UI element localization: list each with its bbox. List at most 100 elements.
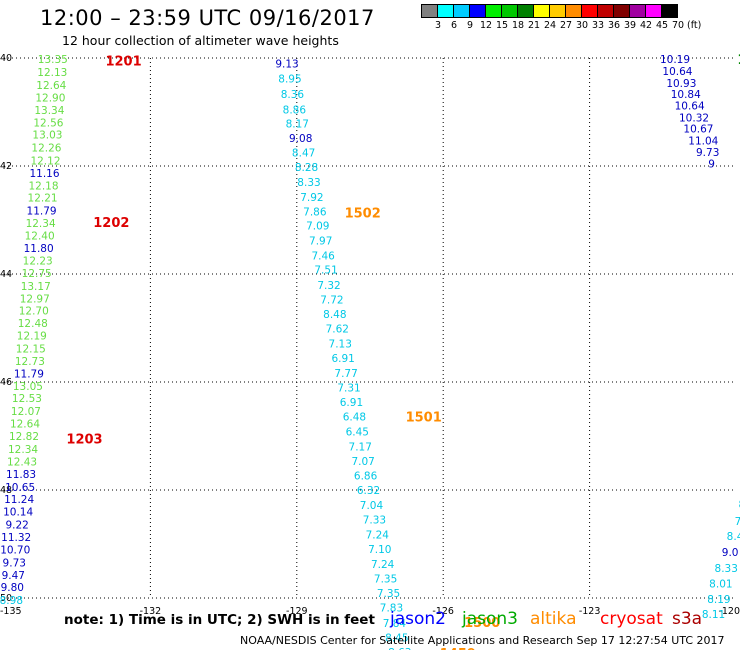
legend-item-jason3: jason3 <box>462 609 518 629</box>
wave-height-value: 8.17 <box>286 118 309 130</box>
wave-height-value: 12.43 <box>7 456 37 468</box>
wave-height-value: 10.19 <box>660 54 690 66</box>
wave-height-value: 8.95 <box>278 74 301 86</box>
colorbar-label: 18 <box>511 20 525 31</box>
wave-height-value: 11.16 <box>29 168 59 180</box>
wave-height-value: 6.32 <box>357 485 380 497</box>
wave-height-value: 12.73 <box>15 356 45 368</box>
wave-height-value: 7.13 <box>329 339 352 351</box>
wave-height-value: 7.35 <box>377 588 400 600</box>
wave-height-value: 8.47 <box>292 148 315 160</box>
wave-height-points: 13.3512.1312.6412.9013.3412.5613.0312.26… <box>0 54 740 650</box>
wave-height-value: 7.09 <box>306 220 329 232</box>
colorbar-label: 39 <box>623 20 637 31</box>
colorbar-labels: (ft) 3 6 9 12 15 18 21 24 27 30 33 36 39 42 45 70 <box>421 18 701 32</box>
colorbar-label: 9 <box>466 20 474 31</box>
legend-item-cryosat: cryosat <box>600 609 663 629</box>
wave-height-value: 12.15 <box>16 344 46 356</box>
wave-height-value: 10.67 <box>683 124 713 136</box>
wave-height-value: 12.07 <box>11 406 41 418</box>
colorbar-label: 21 <box>527 20 541 31</box>
wave-height-value: 7.07 <box>351 456 374 468</box>
time-label: 1501 <box>406 411 442 426</box>
colorbar: (ft) 3 6 9 12 15 18 21 24 27 30 33 36 39 42 45 70 <box>421 4 701 32</box>
y-tick-label: 40 <box>0 53 12 64</box>
colorbar-label: 3 <box>434 20 442 31</box>
wave-height-value: 12.21 <box>28 192 58 204</box>
wave-height-value: 6.86 <box>354 470 378 482</box>
wave-height-value: 10.64 <box>675 101 705 113</box>
wave-height-value: 8.86 <box>283 104 307 116</box>
wave-height-value: 9.80 <box>1 582 24 594</box>
colorbar-label: 24 <box>543 20 557 31</box>
footer-note: note: 1) Time is in UTC; 2) SWH is in fe… <box>64 612 375 628</box>
colorbar-label: 45 <box>655 20 669 31</box>
wave-height-value: 12.13 <box>37 67 67 79</box>
wave-height-value: 9.73 <box>696 147 719 159</box>
wave-height-value: 12.40 <box>25 231 55 243</box>
wave-height-value: 12.53 <box>12 393 42 405</box>
x-tick-label: -129 <box>286 606 308 617</box>
wave-height-value: 12.82 <box>9 431 39 443</box>
colorbar-label: 12 <box>479 20 493 31</box>
wave-height-value: 7.72 <box>320 294 343 306</box>
wave-height-value: 9 <box>708 158 715 170</box>
wave-height-value: 7.24 <box>371 559 395 571</box>
wave-height-value: 12.75 <box>22 268 52 280</box>
wave-height-value: 8.98 <box>0 595 23 607</box>
time-labels: 1201 1202 1203 1502 1501 1500 1459 1717 <box>66 53 740 650</box>
axis-tick-labels: -135 -132 -129 -126 -123 -120 40 42 44 46 48 50 <box>0 53 740 617</box>
x-tick-label: -135 <box>0 606 22 617</box>
wave-height-value: 10.14 <box>3 507 33 519</box>
wave-height-value: 9.47 <box>2 570 25 582</box>
wave-height-value: 12.12 <box>30 156 60 168</box>
time-label: 1502 <box>345 206 381 221</box>
x-tick-label: -120 <box>718 606 740 617</box>
wave-height-value: 12.34 <box>8 444 38 456</box>
wave-height-value: 8.33 <box>297 177 320 189</box>
wave-height-value: 8.45 <box>385 632 408 644</box>
x-tick-label: -126 <box>432 606 454 617</box>
wave-height-value: 7.04 <box>360 500 384 512</box>
wave-height-value: 12.48 <box>18 318 48 330</box>
y-tick-label: 48 <box>0 485 12 496</box>
colorbar-swatch <box>661 4 678 18</box>
wave-height-value: 8 <box>739 499 740 511</box>
wave-height-value: 13.05 <box>13 381 43 393</box>
x-tick-label: -132 <box>140 606 162 617</box>
wave-height-value: 8.11 <box>702 609 725 621</box>
wave-height-value: 7.31 <box>337 382 360 394</box>
time-label: 1717 <box>737 53 740 68</box>
wave-height-value: 11.79 <box>27 205 57 217</box>
wave-height-value: 11.83 <box>6 469 36 481</box>
y-tick-label: 42 <box>0 161 12 172</box>
wave-height-value: 12.97 <box>20 293 50 305</box>
wave-height-value: 12.19 <box>17 331 47 343</box>
wave-height-value: 8.01 <box>709 578 732 590</box>
wave-height-value: 12.64 <box>36 80 66 92</box>
wave-height-value: 13.35 <box>38 54 68 66</box>
wave-height-value: 7.24 <box>366 529 390 541</box>
time-label: 1203 <box>66 433 102 448</box>
wave-height-value: 13.03 <box>32 130 62 142</box>
wave-height-value: 9.08 <box>289 133 312 145</box>
time-label: 1202 <box>93 216 129 231</box>
wave-height-value: 7.86 <box>303 206 327 218</box>
y-tick-label: 50 <box>0 593 12 604</box>
wave-height-value: 7 <box>735 516 740 528</box>
legend-item-jason2: jason2 <box>390 609 446 629</box>
wave-height-value: 9.13 <box>275 58 298 70</box>
wave-height-value: 12.90 <box>35 92 65 104</box>
wave-height-value: 7.84 <box>383 618 407 630</box>
time-label: 1201 <box>105 55 141 70</box>
wave-height-value: 6.45 <box>346 427 369 439</box>
colorbar-label: 6 <box>450 20 458 31</box>
wave-height-value: 6.91 <box>331 353 354 365</box>
wave-height-value: 10.84 <box>671 89 701 101</box>
wave-height-value: 7.62 <box>326 324 349 336</box>
wave-height-value: 8.28 <box>295 162 318 174</box>
legend-item-s3a: s3a <box>672 609 703 629</box>
wave-height-value: 9.0 <box>722 547 739 559</box>
wave-height-value: 7.32 <box>317 280 340 292</box>
wave-height-value: 11.24 <box>4 494 34 506</box>
